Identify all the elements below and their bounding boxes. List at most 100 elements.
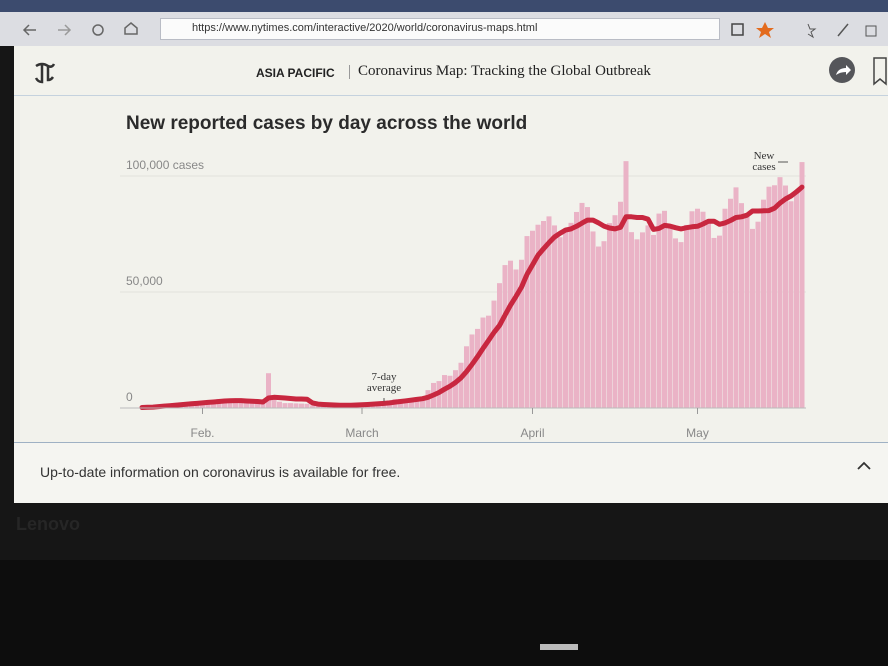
bar: [772, 185, 777, 408]
bar: [238, 401, 244, 408]
bar: [524, 236, 530, 408]
bar: [656, 213, 662, 408]
bar: [590, 231, 596, 408]
bar: [728, 198, 733, 408]
key-light: [540, 644, 578, 650]
x-tick-label: March: [345, 426, 378, 440]
bar: [623, 161, 629, 408]
page-title: Coronavirus Map: Tracking the Global Out…: [358, 63, 651, 79]
bar: [706, 222, 711, 408]
bar: [519, 259, 524, 408]
footer-banner[interactable]: [14, 442, 888, 503]
bar: [233, 401, 238, 408]
footer-text: Up-to-date information on coronavirus is…: [40, 464, 401, 480]
bar: [299, 403, 304, 408]
refresh-button[interactable]: [92, 24, 104, 36]
separator: [349, 65, 350, 79]
header-rule: [14, 95, 888, 96]
bar: [458, 362, 464, 408]
bar: [546, 216, 552, 408]
bar: [315, 405, 321, 408]
bar: [618, 201, 623, 408]
average-line: [139, 184, 805, 410]
share[interactable]: [865, 25, 877, 37]
nyt-logo[interactable]: [30, 58, 60, 88]
bar: [508, 260, 513, 408]
bar: [304, 403, 310, 408]
url: https://www.nytimes.com/interactive/2020…: [192, 22, 538, 34]
bar: [420, 396, 425, 408]
collapse-button[interactable]: [852, 458, 876, 474]
bar: [530, 230, 535, 408]
bar: [266, 373, 271, 408]
bar: [568, 222, 574, 408]
bar: [612, 215, 618, 408]
bar: [783, 185, 788, 408]
favorites[interactable]: [807, 23, 817, 39]
bar: [271, 396, 277, 408]
notes[interactable]: [837, 23, 849, 37]
bar: [552, 225, 557, 408]
forward-button[interactable]: [58, 24, 72, 36]
reading-view[interactable]: [731, 23, 744, 36]
bar: [673, 238, 678, 408]
bar: [574, 211, 579, 408]
bar: [222, 399, 227, 408]
header-actions: [829, 57, 887, 86]
home-button[interactable]: [124, 22, 138, 35]
bar: [244, 402, 249, 408]
bar: [601, 241, 607, 408]
bar: [799, 162, 805, 408]
bar: [794, 190, 799, 408]
bar: [579, 202, 585, 408]
bar: [414, 397, 420, 408]
section-label[interactable]: ASIA PACIFIC: [256, 66, 335, 80]
new-cases-label: New cases: [752, 150, 776, 173]
bar: [607, 223, 612, 408]
bar: [541, 221, 546, 408]
bar: [585, 207, 590, 408]
bar: [464, 346, 469, 408]
bar: [293, 403, 299, 408]
bar: [788, 201, 794, 408]
bar: [777, 177, 783, 408]
bar: [260, 403, 266, 408]
bar: [629, 232, 634, 408]
address-bar[interactable]: [160, 18, 720, 40]
bar: [634, 239, 640, 408]
bar: [651, 234, 656, 408]
average-label: 7-day average: [366, 371, 402, 394]
bar: [277, 401, 282, 408]
y-tick-label: 0: [126, 390, 133, 404]
bar: [755, 221, 761, 408]
bar: [645, 225, 651, 408]
bar: [711, 237, 717, 408]
bar: [766, 186, 772, 408]
y-tick-label: 50,000: [126, 274, 163, 288]
bar: [491, 300, 497, 408]
bar: [249, 403, 255, 408]
bar: [535, 224, 541, 408]
x-tick-label: April: [520, 426, 544, 440]
bookmark-button[interactable]: [873, 57, 887, 86]
bar: [227, 400, 233, 408]
bar: [678, 242, 684, 408]
bar: [486, 315, 491, 408]
keyboard-area: [0, 560, 888, 666]
bar: [255, 402, 260, 408]
bar: [447, 375, 453, 408]
bar: [497, 283, 502, 408]
bar: [513, 269, 519, 408]
bar: [761, 199, 766, 408]
bar: [744, 213, 750, 408]
tab-strip: [0, 0, 888, 12]
x-tick-label: May: [686, 426, 709, 440]
bar: [453, 370, 458, 408]
bar: [282, 403, 288, 408]
favorite-star[interactable]: [756, 22, 774, 38]
bar: [403, 399, 409, 408]
bar: [689, 211, 695, 408]
laptop-brand: Lenovo: [16, 514, 81, 534]
back-button[interactable]: [22, 24, 36, 36]
x-tick-label: Feb.: [190, 426, 214, 440]
